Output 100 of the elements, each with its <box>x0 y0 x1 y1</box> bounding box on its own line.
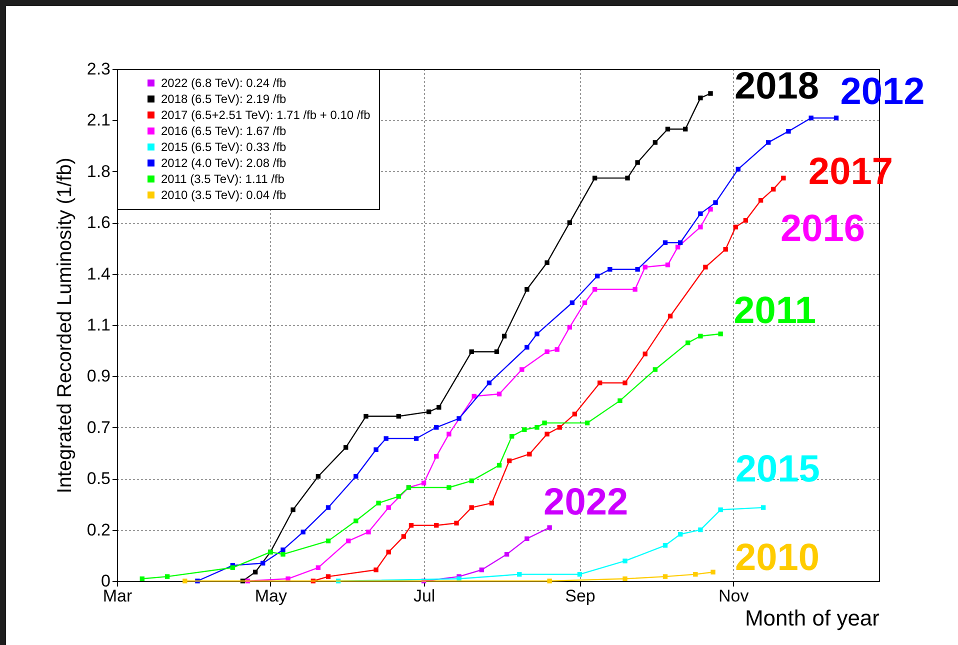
y-tick-label: 0.5 <box>86 469 110 488</box>
point <box>506 458 512 464</box>
point <box>434 523 439 528</box>
point <box>582 300 588 306</box>
legend-label: 2011 (3.5 TeV): 1.11 /fb <box>161 172 285 186</box>
y-tick-label: 1.8 <box>86 162 110 181</box>
point <box>489 500 494 506</box>
point <box>743 218 748 223</box>
point <box>454 520 459 526</box>
point <box>494 349 500 354</box>
point <box>642 352 648 356</box>
point <box>608 267 612 272</box>
point <box>766 140 771 145</box>
point <box>570 300 575 306</box>
point <box>698 96 703 100</box>
y-tick-label: 0.9 <box>86 366 110 386</box>
point <box>567 324 572 330</box>
point <box>683 126 688 132</box>
point <box>496 462 502 468</box>
point <box>547 578 552 584</box>
legend-label: 2016 (6.5 TeV): 1.67 /fb <box>161 124 287 138</box>
point <box>652 140 658 145</box>
point <box>733 224 738 230</box>
legend-label: 2015 (6.5 TeV): 0.33 /fb <box>161 140 287 154</box>
point <box>374 568 378 572</box>
point <box>504 552 510 557</box>
point <box>622 380 628 386</box>
point <box>698 211 703 216</box>
point <box>544 349 550 354</box>
point <box>758 198 764 203</box>
point <box>520 367 524 372</box>
point <box>557 425 562 430</box>
legend-label: 2012 (4.0 TeV): 2.08 /fb <box>161 156 287 170</box>
annotation: 2022 <box>544 482 628 524</box>
x-tick-label: Jul <box>413 586 436 606</box>
point <box>386 505 391 510</box>
point <box>786 128 791 134</box>
x-tick-label: Nov <box>718 586 750 606</box>
point <box>635 160 640 165</box>
point <box>414 436 419 441</box>
point <box>665 126 670 132</box>
point <box>686 340 690 346</box>
point <box>434 425 439 430</box>
point <box>662 574 668 579</box>
point <box>625 176 630 180</box>
point <box>401 534 406 539</box>
point <box>386 550 391 554</box>
point <box>517 572 522 577</box>
point <box>524 536 530 542</box>
point <box>678 240 683 245</box>
point <box>421 480 426 486</box>
x-tick-label: Sep <box>565 586 596 606</box>
point <box>598 380 602 386</box>
point <box>502 334 507 338</box>
point <box>496 392 502 396</box>
point <box>446 485 452 490</box>
point <box>456 416 462 421</box>
point <box>665 262 670 268</box>
point <box>808 116 814 120</box>
point <box>252 570 258 574</box>
annotation: 2015 <box>735 448 820 491</box>
point <box>662 240 668 245</box>
point <box>396 414 402 419</box>
point <box>622 558 628 564</box>
point <box>364 414 368 419</box>
point <box>326 505 331 510</box>
point <box>632 287 638 292</box>
point <box>736 166 741 172</box>
point <box>316 565 321 570</box>
point <box>534 425 540 430</box>
point <box>524 287 530 292</box>
point <box>280 552 286 557</box>
point <box>522 427 527 432</box>
point <box>354 474 358 479</box>
point <box>344 445 348 450</box>
point <box>781 176 786 180</box>
x-axis-title: Month of year <box>744 606 880 630</box>
point <box>366 530 371 534</box>
y-tick-label: 0.2 <box>86 520 110 540</box>
point <box>164 574 170 579</box>
point <box>374 447 378 452</box>
point <box>354 518 358 524</box>
point <box>376 500 381 506</box>
point <box>622 576 628 582</box>
point <box>592 287 598 292</box>
y-tick-label: 0.7 <box>86 418 110 437</box>
point <box>834 116 839 120</box>
point <box>408 523 414 528</box>
point <box>542 420 547 426</box>
y-tick-label: 2.3 <box>86 60 110 78</box>
annotation: 2016 <box>780 208 866 250</box>
point <box>547 525 552 530</box>
legend-label: 2017 (6.5+2.51 TeV): 1.71 /fb + 0.10 /fb <box>161 108 371 122</box>
point <box>708 206 713 212</box>
y-tick-label: 1.6 <box>86 213 110 232</box>
point <box>577 572 582 577</box>
point <box>713 200 718 205</box>
point <box>140 576 144 582</box>
point <box>280 547 286 552</box>
annotation: 2011 <box>734 290 816 332</box>
